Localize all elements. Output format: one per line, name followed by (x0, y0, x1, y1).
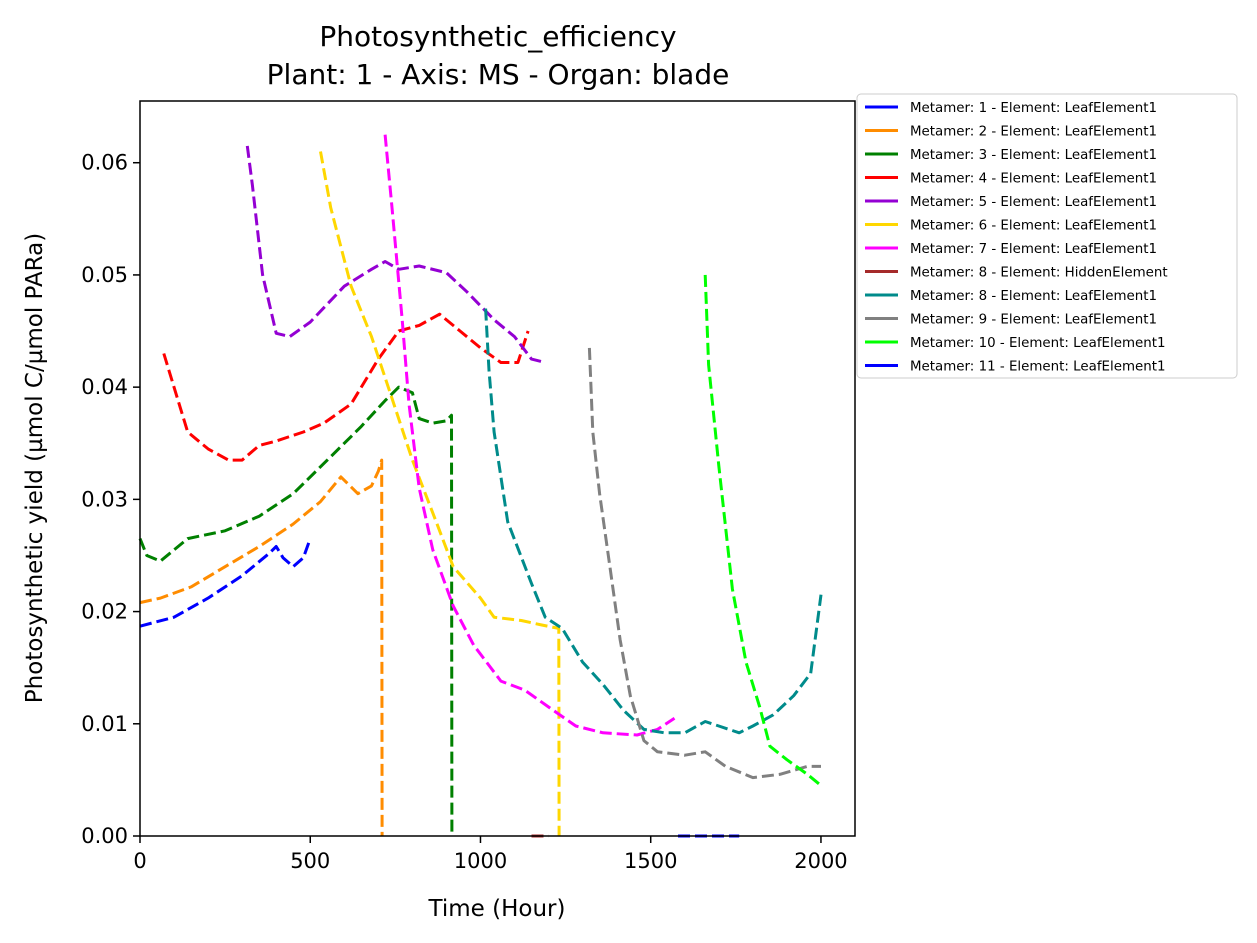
legend-label: Metamer: 3 - Element: LeafElement1 (910, 148, 1157, 163)
y-tick-label: 0.06 (81, 151, 128, 175)
y-tick-label: 0.02 (81, 600, 128, 624)
series-line-4 (162, 312, 530, 462)
chart-subtitle: Plant: 1 - Axis: MS - Organ: blade (267, 58, 730, 91)
y-tick-label: 0.05 (81, 263, 128, 287)
x-tick-label: 2000 (794, 849, 847, 873)
y-tick-label: 0.01 (81, 712, 128, 736)
y-tick-label: 0.03 (81, 487, 128, 511)
series-line-11 (703, 274, 822, 787)
legend-label: Metamer: 7 - Element: LeafElement1 (910, 242, 1157, 257)
series-layer (138, 134, 823, 838)
legend-label: Metamer: 1 - Element: LeafElement1 (910, 101, 1157, 116)
legend-label: Metamer: 8 - Element: LeafElement1 (910, 289, 1157, 304)
y-tick-label: 0.04 (81, 375, 128, 399)
chart-title: Photosynthetic_efficiency (319, 20, 676, 53)
series-line-7 (383, 134, 676, 737)
legend-label: Metamer: 6 - Element: LeafElement1 (910, 219, 1157, 234)
y-tick-label: 0.00 (81, 824, 128, 848)
series-line-5 (245, 145, 546, 364)
legend-label: Metamer: 5 - Element: LeafElement1 (910, 195, 1157, 210)
series-line-1 (139, 538, 312, 628)
series-line-9 (484, 308, 823, 735)
x-tick-label: 1000 (454, 849, 507, 873)
plot-frame (139, 100, 856, 837)
x-tick-label: 500 (290, 849, 330, 873)
series-line-3 (138, 385, 454, 837)
legend-label: Metamer: 2 - Element: LeafElement1 (910, 125, 1157, 140)
legend-label: Metamer: 9 - Element: LeafElement1 (910, 313, 1157, 328)
x-tick-label: 1500 (624, 849, 677, 873)
series-line-6 (319, 151, 561, 837)
x-tick-label: 0 (133, 849, 146, 873)
legend-label: Metamer: 8 - Element: HiddenElement (910, 266, 1168, 281)
ticks-layer: 0 500 1000 1500 2000 0.00 0.01 0.02 0.03 0.04 0.05… (81, 151, 847, 873)
series-line-2 (139, 458, 384, 837)
series-line-10 (587, 347, 821, 780)
legend-label: Metamer: 4 - Element: LeafElement1 (910, 172, 1157, 187)
legend-label: Metamer: 10 - Element: LeafElement1 (910, 336, 1166, 351)
legend: Metamer: 1 - Element: LeafElement1 Metame… (856, 93, 1238, 379)
y-axis-label: Photosynthetic yield (µmol C/µmol PARa) (22, 233, 48, 703)
legend-frame (856, 93, 1238, 379)
legend-label: Metamer: 11 - Element: LeafElement1 (910, 360, 1166, 375)
x-axis-label: Time (Hour) (428, 896, 566, 922)
